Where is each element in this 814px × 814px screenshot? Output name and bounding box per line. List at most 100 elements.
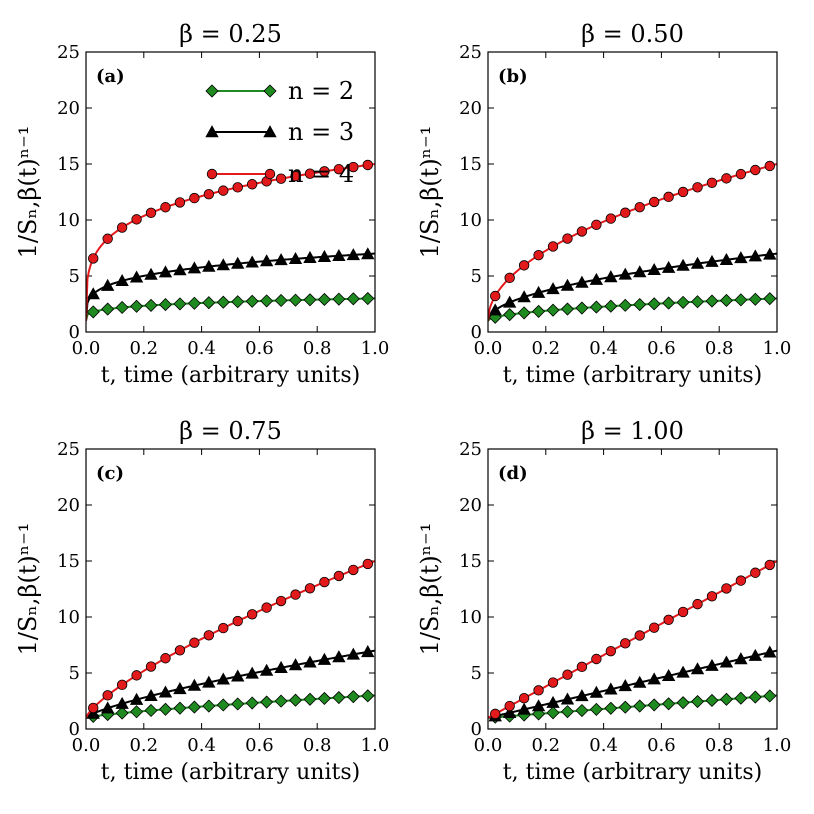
data-point-n2 — [503, 308, 517, 322]
data-point-n4 — [131, 214, 142, 225]
data-point-n3 — [546, 695, 560, 708]
y-axis-label: 1/Sₙ,β(t)ⁿ⁻¹ — [416, 523, 444, 656]
data-point-n2 — [575, 301, 589, 315]
data-point-n3 — [647, 672, 661, 685]
legend-marker-n3 — [205, 125, 219, 138]
data-point-n3 — [618, 267, 632, 280]
panel-title: β = 0.25 — [179, 20, 282, 48]
data-point-n4 — [246, 609, 258, 620]
y-tick-label: 5 — [69, 663, 80, 684]
data-point-n4 — [275, 595, 287, 607]
series-line-n4 — [488, 560, 777, 719]
legend-marker-n4 — [206, 168, 218, 180]
y-tick-label: 15 — [459, 154, 482, 175]
x-tick-label: 0.6 — [647, 735, 676, 756]
x-tick-label: 0.4 — [589, 338, 618, 359]
data-point-n2 — [618, 298, 632, 312]
data-point-n2 — [231, 697, 245, 711]
data-point-n3 — [245, 666, 259, 679]
data-point-n2 — [144, 298, 158, 312]
x-axis-label: t, time (arbitrary units) — [503, 363, 762, 388]
legend: n = 2 n = 3 n = 4 — [205, 77, 354, 188]
data-point-n4 — [764, 160, 775, 172]
data-point-n3 — [144, 689, 158, 702]
data-point-n2 — [187, 296, 201, 310]
data-point-n4 — [576, 661, 588, 673]
data-point-n3 — [676, 665, 690, 678]
data-point-n2 — [633, 298, 647, 312]
y-tick-label: 0 — [471, 322, 482, 343]
data-point-n2 — [647, 297, 661, 311]
x-tick-label: 0.6 — [245, 338, 274, 359]
legend-marker-n4 — [264, 168, 276, 180]
data-point-n3 — [317, 652, 332, 665]
data-point-n3 — [676, 258, 690, 271]
data-point-n2 — [560, 302, 575, 316]
data-point-n3 — [259, 663, 274, 676]
data-point-n3 — [259, 254, 274, 267]
data-point-n3 — [502, 295, 517, 308]
data-point-n3 — [303, 250, 317, 263]
y-tick-label: 20 — [57, 98, 80, 119]
data-point-n3 — [158, 265, 173, 278]
data-point-n4 — [518, 693, 530, 704]
data-point-n4 — [304, 583, 316, 594]
data-point-n2 — [517, 306, 531, 320]
data-point-n2 — [274, 293, 288, 308]
data-point-n3 — [748, 249, 763, 262]
y-axis-label: 1/Sₙ,β(t)ⁿ⁻¹ — [14, 523, 42, 656]
data-point-n4 — [721, 173, 732, 184]
data-point-n3 — [633, 675, 647, 688]
data-point-n2 — [575, 703, 589, 718]
data-point-n4 — [562, 233, 573, 244]
data-point-n2 — [662, 296, 676, 310]
data-point-n4 — [189, 637, 200, 648]
x-tick-label: 1.0 — [361, 338, 390, 359]
data-point-n4 — [232, 182, 243, 193]
data-point-n3 — [575, 275, 589, 288]
data-point-n3 — [187, 678, 202, 691]
data-point-n4 — [692, 182, 703, 193]
legend-label-n4: n = 4 — [288, 160, 354, 188]
data-point-n3 — [734, 652, 748, 665]
data-point-n2 — [260, 695, 274, 709]
data-point-n3 — [575, 689, 589, 702]
data-point-n4 — [591, 219, 602, 230]
y-tick-label: 20 — [57, 495, 80, 516]
y-tick-label: 15 — [459, 551, 482, 572]
panel-a: 0.0 0.2 0.4 0.6 0.8 1.0 0 5 10 15 20 25 β = 0.25 (a) t… — [14, 20, 389, 388]
data-point-n3 — [531, 285, 546, 298]
data-point-n4 — [576, 226, 588, 237]
data-point-n2 — [705, 294, 719, 308]
y-tick-label: 0 — [69, 322, 80, 343]
data-point-n2 — [604, 299, 618, 313]
y-tick-label: 0 — [69, 719, 80, 740]
data-point-n4 — [750, 164, 761, 176]
data-point-n4 — [290, 170, 301, 182]
data-point-n3 — [690, 662, 705, 675]
x-tick-label: 0.4 — [589, 735, 618, 756]
data-point-n3 — [705, 254, 719, 267]
y-tick-label: 20 — [459, 98, 482, 119]
x-tick-label: 0.4 — [187, 338, 216, 359]
series-line-n2 — [488, 694, 777, 719]
x-tick-label: 0.0 — [72, 735, 101, 756]
data-point-n3 — [274, 660, 288, 673]
data-point-n2 — [763, 689, 777, 703]
data-point-n4 — [174, 645, 186, 656]
axes-frame — [85, 51, 376, 333]
data-point-n3 — [317, 249, 332, 262]
data-point-n4 — [547, 241, 559, 252]
x-axis-label: t, time (arbitrary units) — [101, 760, 360, 785]
data-point-n3 — [734, 251, 748, 264]
panel-tag: (a) — [96, 66, 125, 87]
data-point-n4 — [490, 290, 501, 302]
data-point-n3 — [705, 658, 719, 671]
data-point-n2 — [332, 690, 346, 705]
x-tick-label: 0.6 — [647, 338, 676, 359]
data-point-n4 — [533, 250, 544, 261]
data-point-n2 — [662, 697, 676, 711]
data-point-n2 — [317, 292, 331, 307]
data-point-n2 — [690, 295, 705, 309]
